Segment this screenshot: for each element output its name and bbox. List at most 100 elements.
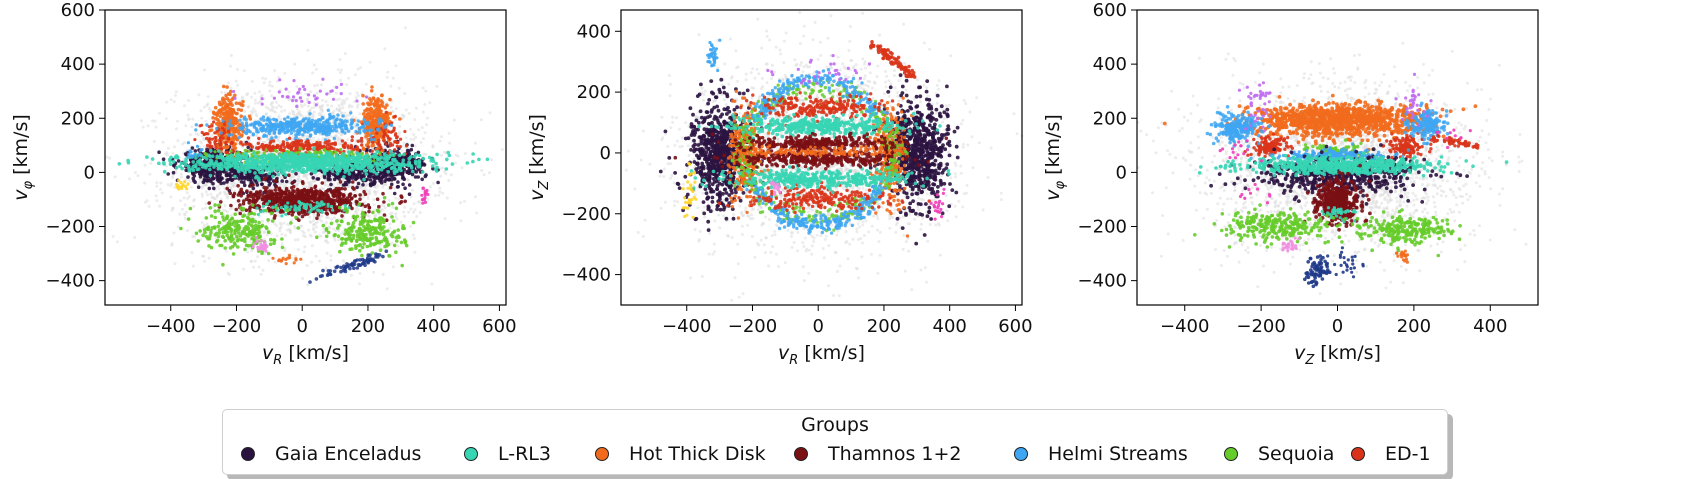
helmi-stream-point: [219, 131, 223, 135]
gaia-enceladus-point: [381, 174, 386, 179]
background-point: [421, 110, 425, 114]
background-point: [250, 249, 254, 253]
background-point: [184, 124, 188, 128]
background-point: [275, 106, 278, 110]
hot-thick-disk-point: [381, 148, 385, 153]
helmi-stream-point: [313, 123, 318, 127]
background-point: [373, 93, 377, 96]
background-point: [242, 267, 246, 271]
background-point: [161, 140, 165, 144]
background-point: [268, 80, 272, 84]
background-point: [317, 172, 321, 176]
background-point: [257, 265, 261, 269]
background-point: [304, 185, 308, 189]
gaia-enceladus-point: [211, 181, 215, 186]
helmi-stream-point: [240, 126, 244, 131]
background-point: [200, 116, 204, 120]
helmi-stream-point: [262, 118, 266, 123]
ed-1-point: [375, 131, 379, 135]
background-point: [378, 245, 382, 249]
background-point: [303, 245, 307, 249]
gaia-enceladus-point: [260, 182, 264, 186]
background-point: [310, 260, 314, 264]
background-point: [403, 26, 407, 30]
gaia-enceladus-point: [436, 180, 440, 185]
background-point: [279, 105, 283, 109]
gaia-enceladus-point: [161, 157, 166, 161]
hot-thick-disk-point: [217, 100, 222, 105]
background-point: [275, 100, 278, 104]
background-point: [276, 138, 280, 142]
background-point: [423, 103, 427, 106]
helmi-stream-point: [332, 136, 336, 141]
background-point: [311, 219, 315, 223]
background-point: [133, 236, 137, 239]
hot-thick-disk-point: [226, 112, 230, 117]
helmi-stream-point: [349, 123, 353, 127]
background-point: [402, 141, 406, 145]
ed-1-point: [229, 142, 233, 146]
ed-1-point: [360, 143, 364, 147]
helmi-stream-point: [321, 132, 325, 136]
background-point: [402, 210, 406, 214]
background-point: [364, 184, 368, 188]
background-point: [229, 64, 232, 68]
background-point: [253, 259, 257, 263]
gaia-enceladus-point: [392, 191, 397, 196]
background-point: [425, 116, 429, 120]
background-point: [277, 114, 281, 118]
ed-1-point: [359, 136, 364, 141]
hot-thick-disk-point: [239, 114, 243, 118]
background-point: [321, 230, 325, 234]
gaia-enceladus-point: [401, 182, 405, 187]
ed-1-point: [219, 143, 223, 147]
background-point: [261, 219, 265, 223]
hot-thick-disk-point: [379, 99, 383, 103]
background-point: [391, 110, 395, 114]
background-point: [324, 100, 328, 103]
helmi-stream-point: [310, 118, 315, 123]
background-point: [325, 251, 329, 255]
background-point: [438, 190, 442, 194]
background-point: [341, 106, 345, 110]
background-point: [318, 218, 322, 222]
background-point: [407, 210, 411, 214]
helmi-stream-point: [347, 129, 351, 133]
helmi-stream-point: [262, 134, 266, 139]
background-point: [296, 177, 300, 181]
helmi-stream-point: [194, 128, 198, 132]
helmi-stream-point: [377, 121, 381, 126]
background-point: [210, 133, 214, 137]
ed-1-point: [331, 142, 335, 146]
background-point: [412, 210, 415, 214]
helmi-stream-point: [341, 121, 345, 125]
background-point: [254, 133, 258, 137]
helmi-stream-point: [268, 118, 272, 122]
helmi-stream-point: [319, 128, 324, 133]
ed-1-point: [394, 132, 398, 136]
background-point: [204, 206, 208, 210]
gaia-enceladus-point: [190, 146, 195, 150]
ed-1-point: [213, 142, 217, 146]
background-point: [430, 282, 434, 286]
hot-thick-disk-point: [236, 107, 241, 112]
helmi-stream-point: [295, 116, 299, 120]
gaia-enceladus-point: [229, 169, 234, 173]
background-point: [482, 173, 486, 177]
background-point: [299, 103, 303, 107]
background-point: [280, 109, 284, 113]
background-point: [334, 91, 338, 95]
gaia-enceladus-point: [322, 175, 327, 180]
background-point: [308, 182, 312, 186]
background-point: [417, 128, 421, 132]
ed-1-point: [305, 139, 309, 144]
hot-thick-disk-point: [228, 106, 232, 111]
helmi-stream-point: [291, 120, 296, 124]
background-point: [153, 119, 157, 123]
helmi-stream-point: [356, 119, 360, 123]
background-point: [474, 195, 477, 199]
background-point: [187, 118, 191, 122]
background-point: [394, 107, 398, 111]
background-point: [263, 230, 266, 234]
background-point: [441, 166, 445, 170]
